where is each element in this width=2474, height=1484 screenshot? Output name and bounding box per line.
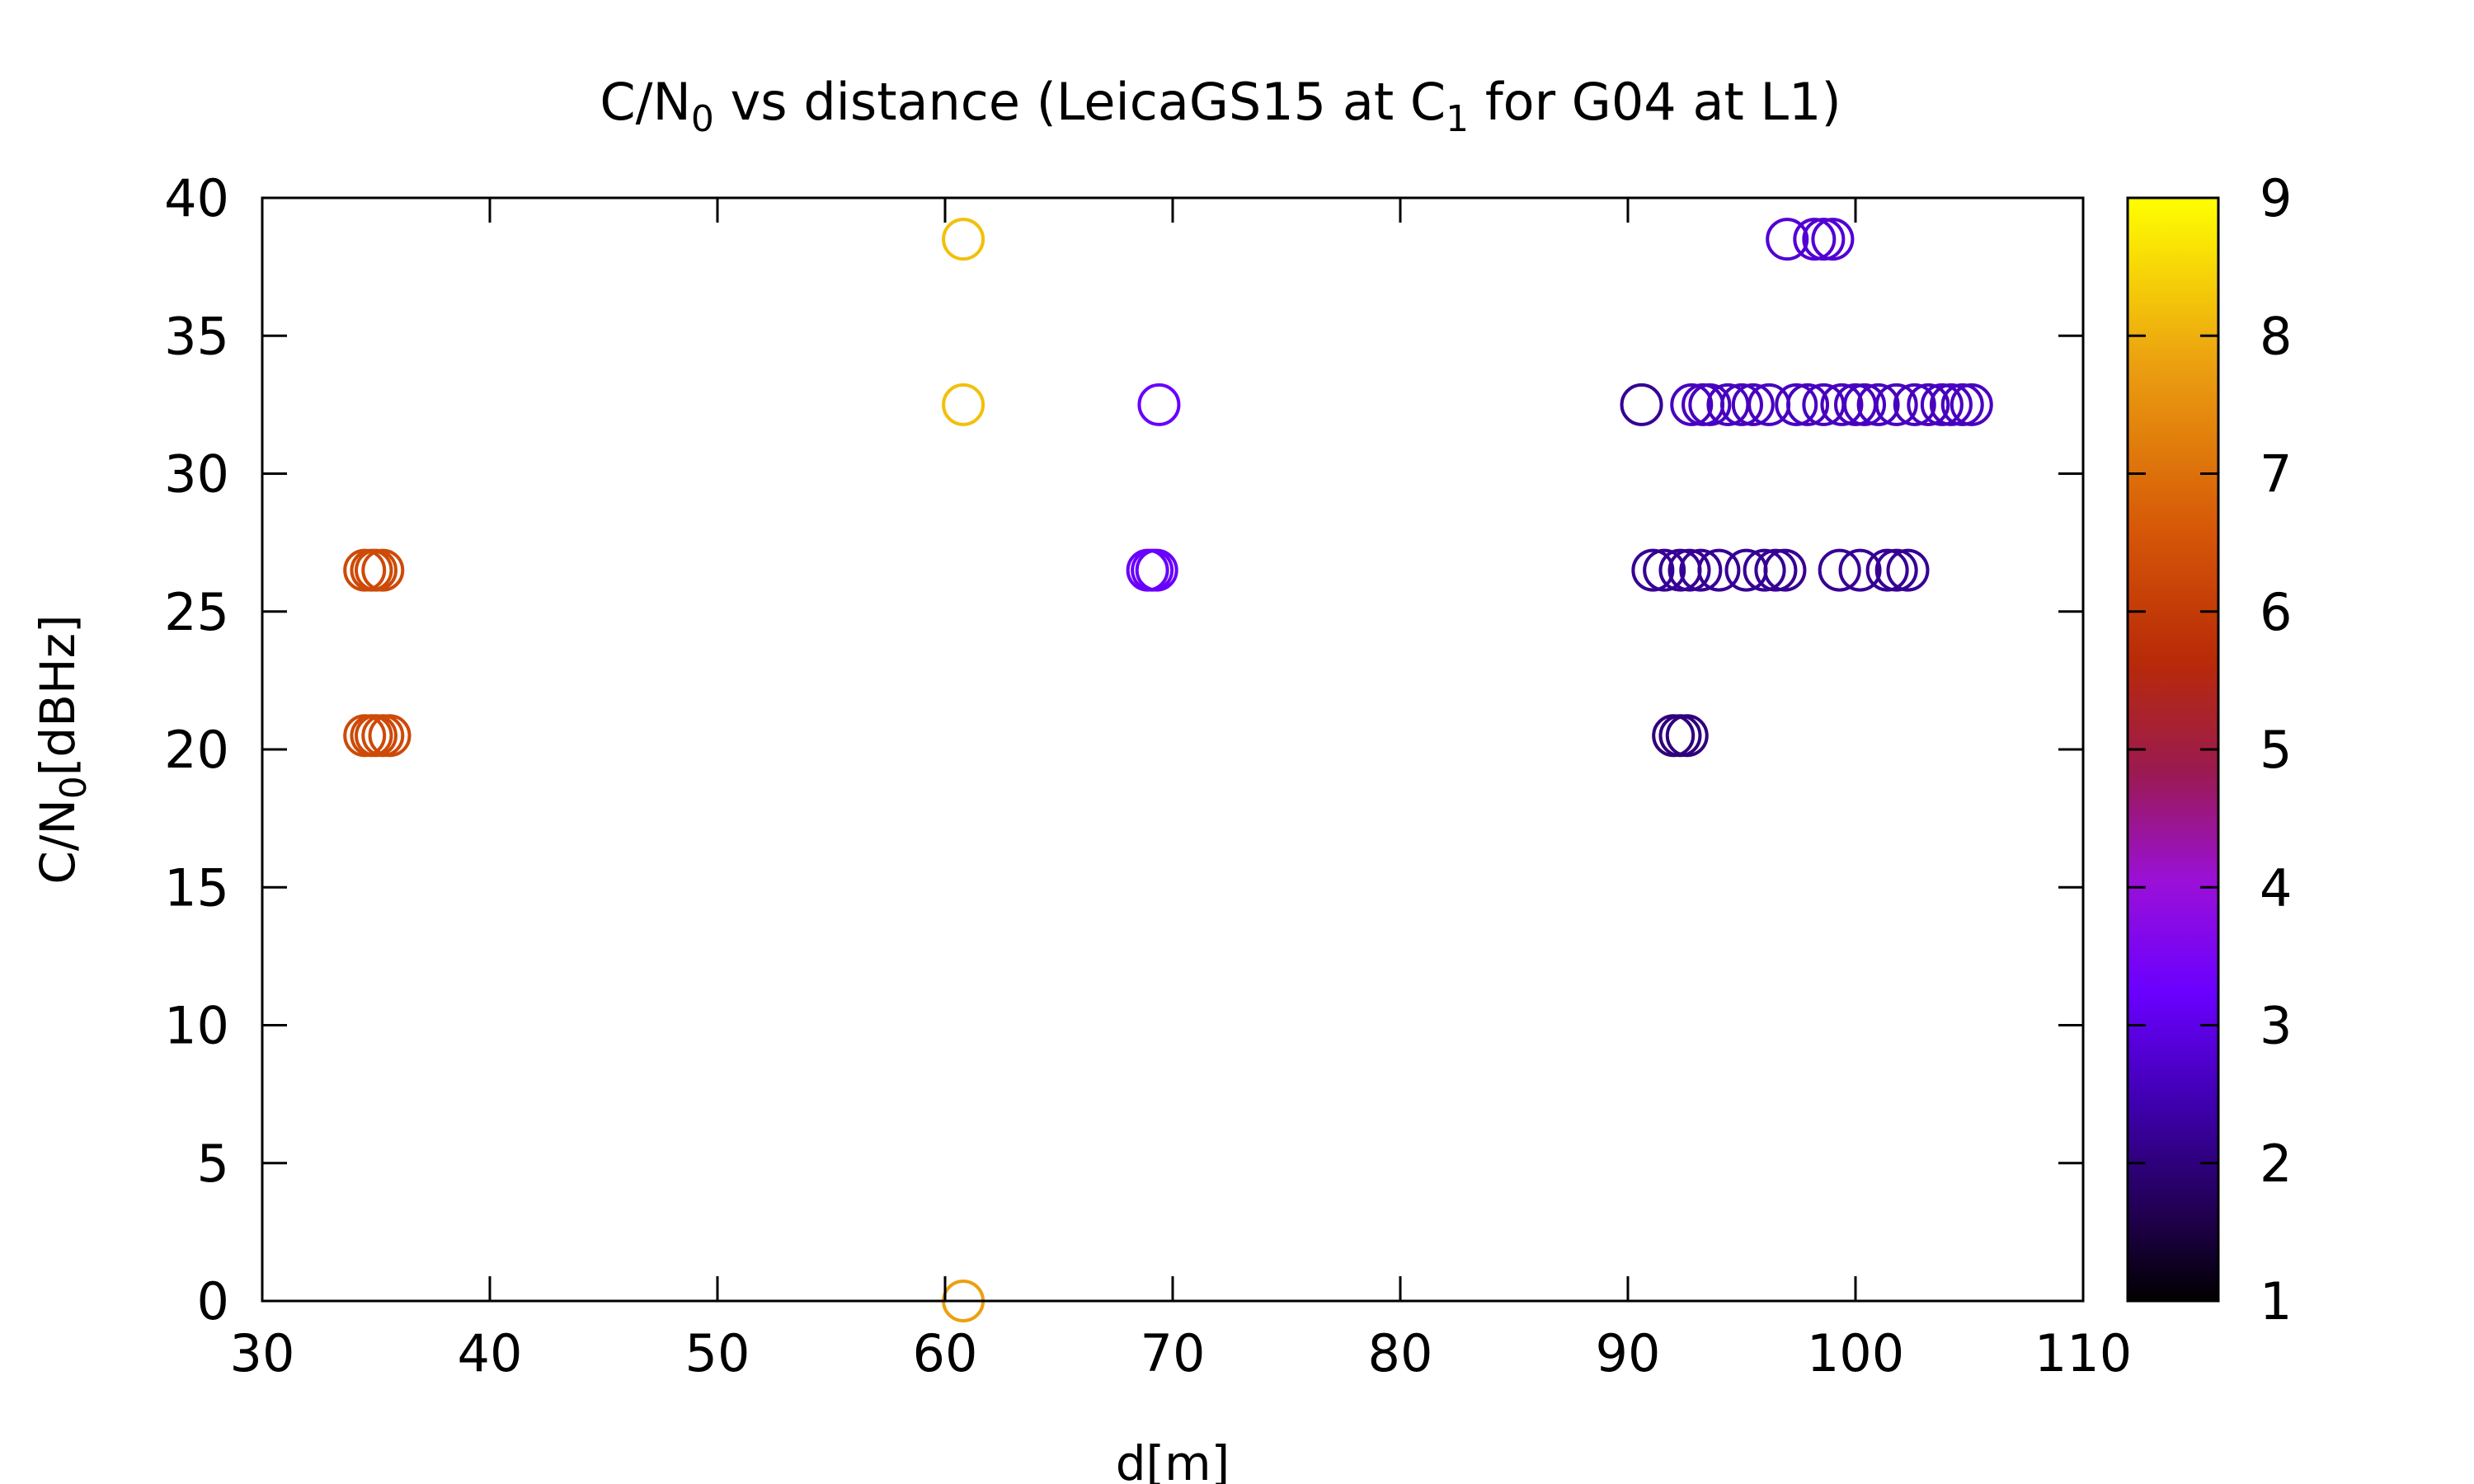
- y-tick-label: 10: [164, 996, 229, 1056]
- data-point: [1838, 548, 1882, 592]
- x-tick-label: 90: [1596, 1323, 1661, 1383]
- data-point: [1743, 548, 1786, 592]
- data-point: [1135, 548, 1178, 592]
- data-point: [1820, 383, 1864, 426]
- colorbar-tick-label: 9: [2260, 168, 2292, 228]
- data-point: [1631, 548, 1675, 592]
- data-point: [1874, 383, 1918, 426]
- data-point: [942, 383, 985, 426]
- data-point: [1754, 548, 1798, 592]
- data-point: [1720, 383, 1763, 426]
- colorbar-tick-label: 5: [2260, 720, 2292, 780]
- data-point: [1766, 218, 1809, 261]
- data-point: [1643, 548, 1686, 592]
- colorbar-tick-label: 4: [2260, 857, 2292, 918]
- data-point: [1697, 548, 1741, 592]
- data-point: [1893, 383, 1936, 426]
- data-point: [1818, 548, 1861, 592]
- data-point: [1731, 383, 1775, 426]
- data-point: [1886, 548, 1930, 592]
- data-point: [1667, 548, 1711, 592]
- colorbar-tick-label: 1: [2260, 1271, 2292, 1331]
- x-tick-label: 100: [1807, 1323, 1904, 1383]
- data-point: [1920, 383, 1964, 426]
- x-tick-label: 110: [2034, 1323, 2132, 1383]
- data-point: [1865, 548, 1909, 592]
- data-point: [1775, 383, 1818, 426]
- x-tick-label: 80: [1368, 1323, 1433, 1383]
- colorbar-tick-label: 8: [2260, 306, 2292, 366]
- y-tick-label: 30: [164, 444, 229, 505]
- y-tick-label: 40: [164, 168, 229, 228]
- data-points: [343, 218, 1993, 1322]
- colorbar-tick-label: 3: [2260, 996, 2292, 1056]
- y-axis-title: C/N0[dBHz]: [30, 614, 95, 884]
- x-tick-label: 40: [458, 1323, 523, 1383]
- data-point: [1811, 218, 1855, 261]
- data-point: [1137, 383, 1181, 426]
- data-point: [1940, 383, 1984, 426]
- colorbar-ticks: 1 2 3 4 5 6 7 8 9: [2128, 168, 2292, 1331]
- y-tick-label: 25: [164, 582, 229, 642]
- x-tick-label: 60: [913, 1323, 978, 1383]
- data-point: [1670, 383, 1714, 426]
- data-point: [1874, 548, 1918, 592]
- data-point: [1763, 548, 1807, 592]
- data-point: [1907, 383, 1950, 426]
- y-tick-label: 35: [164, 306, 229, 366]
- y-tick-label: 15: [164, 857, 229, 918]
- data-point: [1856, 383, 1900, 426]
- y-tick-label: 20: [164, 720, 229, 780]
- data-point: [942, 218, 985, 261]
- data-point: [1950, 383, 1993, 426]
- data-point: [1679, 548, 1723, 592]
- x-tick-label: 70: [1141, 1323, 1206, 1383]
- data-point: [1688, 383, 1732, 426]
- data-point: [1793, 218, 1837, 261]
- colorbar: 1 2 3 4 5 6 7 8 9: [2126, 168, 2292, 1331]
- y-tick-label: 5: [197, 1134, 229, 1194]
- data-point: [361, 548, 405, 592]
- x-tick-label: 50: [685, 1323, 750, 1383]
- data-point: [368, 714, 412, 758]
- data-point: [1620, 383, 1663, 426]
- colorbar-tick-label: 7: [2260, 444, 2292, 505]
- x-axis-title: d[m]: [1116, 1435, 1230, 1484]
- data-point: [1929, 383, 1973, 426]
- colorbar-tick-label: 6: [2260, 582, 2292, 642]
- x-tick-label: 30: [230, 1323, 295, 1383]
- y-tick-label: 0: [197, 1271, 229, 1331]
- data-point: [1786, 383, 1830, 426]
- data-point: [1665, 714, 1709, 758]
- data-point: [1843, 383, 1887, 426]
- x-axis: 30 40 50 60 70 80 90 100 110: [230, 198, 2132, 1383]
- y-axis: 0 5 10 15 20 25 30 35 40: [164, 168, 2083, 1331]
- chart-title: C/N0 vs distance (LeicaGS15 at C1 for G0…: [600, 72, 1841, 140]
- colorbar-tick-label: 2: [2260, 1134, 2292, 1194]
- data-point: [1802, 218, 1846, 261]
